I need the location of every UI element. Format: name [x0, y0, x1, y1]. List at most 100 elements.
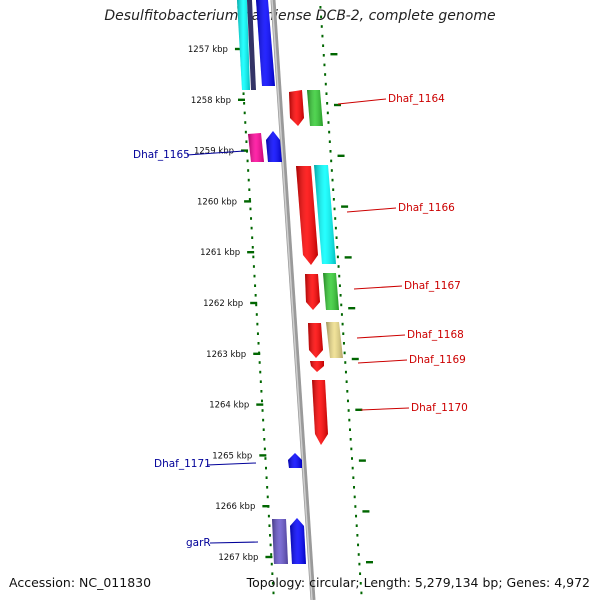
scale-dot	[244, 130, 247, 134]
scale-dot	[357, 553, 360, 556]
tick-mark	[237, 98, 245, 101]
scale-dot	[251, 236, 254, 239]
gene-garr-blue[interactable]	[290, 518, 306, 564]
scale-dot	[350, 447, 353, 451]
scale-dot	[338, 284, 341, 287]
label-dhaf-1169[interactable]: Dhaf_1169	[409, 354, 466, 366]
label-dhaf-1166[interactable]: Dhaf_1166	[398, 202, 455, 214]
tick-mark	[365, 561, 373, 564]
scale-dot	[358, 562, 361, 566]
scale-dot	[334, 217, 337, 220]
label-dhaf-1165[interactable]: Dhaf_1165	[133, 149, 190, 161]
gene-dhaf-1164-red[interactable]	[289, 90, 304, 126]
gene-dhaf-1169-red[interactable]	[310, 361, 324, 372]
gene-dhaf-1168-khaki[interactable]	[326, 322, 343, 358]
scale-dot	[243, 102, 246, 105]
scale-dot	[270, 562, 273, 566]
scale-dot	[338, 274, 341, 278]
gene-dhaf-1167-red[interactable]	[305, 274, 320, 310]
tick-mark	[362, 510, 370, 513]
gene-cyan-top[interactable]	[237, 0, 250, 90]
scale-dot	[322, 44, 325, 47]
scale-dot	[243, 111, 246, 115]
scale-dot	[331, 178, 334, 182]
tick-label: 1261 kbp	[200, 248, 240, 258]
tick-mark	[234, 47, 242, 51]
scale-dot	[248, 188, 251, 191]
scale-dot	[360, 591, 363, 595]
scale-dot	[250, 226, 253, 230]
scale-dot	[347, 409, 350, 412]
scale-dot	[271, 582, 274, 585]
scale-dot	[339, 294, 342, 297]
scale-dot	[252, 255, 255, 259]
accession-text: Accession: NC_011830	[9, 575, 152, 590]
gene-dhaf-1165-blue[interactable]	[266, 131, 282, 162]
scale-dot	[343, 351, 346, 355]
tick-mark	[244, 200, 252, 203]
scale-dot	[342, 332, 345, 335]
scale-dot	[333, 207, 336, 211]
gene-dhaf-1165-magenta[interactable]	[248, 133, 264, 162]
scale-dot	[266, 495, 269, 499]
scale-dot	[336, 255, 339, 259]
scale-dot	[261, 409, 264, 412]
label-dhaf-1170[interactable]: Dhaf_1170	[411, 402, 468, 414]
scale-dot	[254, 294, 257, 297]
gene-dhaf-1167-green[interactable]	[323, 273, 339, 310]
scale-dot	[332, 188, 335, 191]
scale-dot	[268, 524, 271, 527]
label-garr[interactable]: garR	[186, 537, 211, 549]
scale-dot	[253, 274, 256, 278]
scale-dot	[328, 130, 331, 134]
gene-garr-slate[interactable]	[272, 519, 288, 564]
scale-dot	[248, 198, 251, 201]
scale-dot	[346, 390, 349, 393]
scale-dot	[345, 380, 348, 383]
scale-dot	[324, 82, 327, 86]
tick-label: 1266 kbp	[215, 502, 255, 512]
genome-summary-text: Topology: circular; Length: 5,279,134 bp…	[246, 575, 590, 590]
gene-dhaf-1171-blue[interactable]	[288, 453, 302, 468]
tick-label: 1258 kbp	[191, 96, 231, 106]
label-dhaf-1164[interactable]: Dhaf_1164	[388, 93, 445, 105]
gene-dhaf-1166-cyan[interactable]	[314, 165, 336, 264]
gene-dhaf-1168-red[interactable]	[308, 323, 323, 358]
scale-dot	[355, 514, 358, 518]
scale-dot	[271, 572, 274, 575]
scale-dot	[260, 399, 263, 403]
map-title: Desulfitobacterium hafniense DCB-2, comp…	[104, 8, 496, 24]
scale-dot	[334, 226, 337, 230]
scale-dot	[256, 332, 259, 335]
gene-dhaf-1170-red[interactable]	[312, 380, 328, 445]
scale-dot	[356, 534, 359, 537]
scale-dot	[252, 265, 255, 268]
gene-blue-top[interactable]	[256, 0, 275, 86]
scale-dot	[341, 322, 344, 326]
genes	[237, 0, 343, 564]
label-dhaf-1167[interactable]: Dhaf_1167	[404, 280, 461, 292]
scale-dot	[247, 169, 250, 172]
label-dhaf-1168[interactable]: Dhaf_1168	[407, 329, 464, 341]
scale-dot	[263, 438, 266, 441]
tick-mark	[344, 256, 352, 259]
gene-navy-top[interactable]	[247, 0, 256, 90]
tick-mark	[256, 403, 264, 406]
scale-dot	[249, 207, 252, 211]
scale-dot	[324, 73, 327, 76]
tick-mark	[265, 555, 273, 559]
scale-dot	[330, 169, 333, 172]
tick-mark	[250, 301, 258, 305]
scale-dot	[247, 178, 250, 182]
scale-dot	[346, 399, 349, 403]
gene-dhaf-1164-green[interactable]	[307, 90, 323, 126]
scale-dot	[354, 505, 357, 508]
label-dhaf-1171[interactable]: Dhaf_1171	[154, 458, 211, 470]
scale-dot	[251, 246, 254, 249]
scale-dot	[353, 486, 356, 489]
scale-dot	[265, 476, 268, 479]
tick-mark	[337, 154, 345, 157]
tick-label: 1267 kbp	[218, 553, 258, 563]
gene-dhaf-1166-red[interactable]	[296, 166, 318, 265]
